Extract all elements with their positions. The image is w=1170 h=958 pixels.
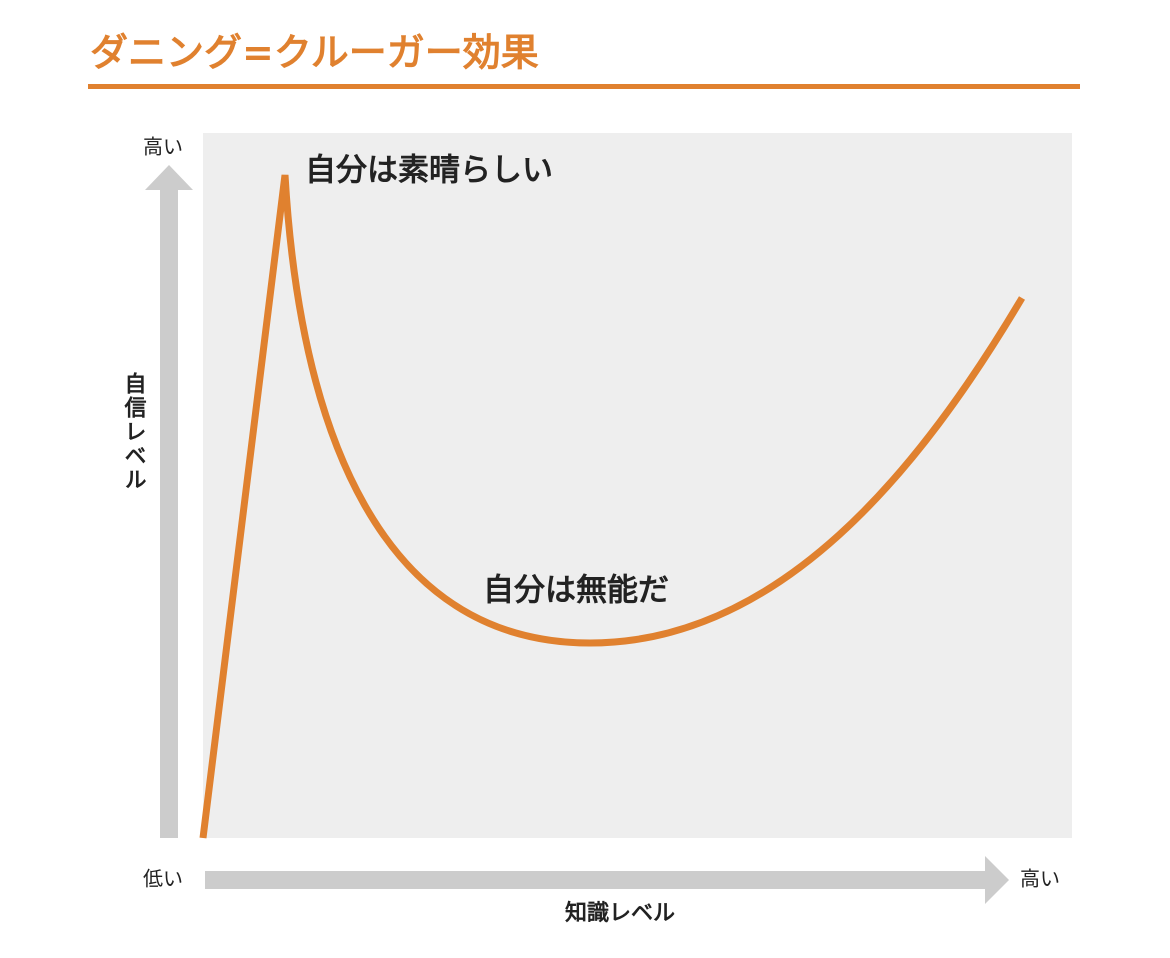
y-arrow-shaft bbox=[160, 188, 178, 838]
y-arrow-head bbox=[145, 165, 193, 190]
title: ダニング=クルーガー効果 bbox=[90, 31, 539, 75]
y-high-label: 高い bbox=[143, 135, 183, 159]
confidence-curve bbox=[199, 174, 1026, 839]
x-high-label: 高い bbox=[1020, 867, 1060, 891]
y-axis-label: 自信レベル bbox=[121, 371, 148, 492]
peak-annotation: 自分は素晴らしい bbox=[305, 153, 553, 189]
x-arrow-head bbox=[985, 856, 1009, 904]
x-low-label: 低い bbox=[143, 867, 183, 891]
valley-annotation: 自分は無能だ bbox=[483, 573, 669, 609]
x-arrow-shaft bbox=[205, 871, 987, 889]
plot-area bbox=[203, 133, 1072, 838]
title-rule bbox=[88, 84, 1080, 89]
x-axis-label: 知識レベル bbox=[565, 900, 675, 926]
